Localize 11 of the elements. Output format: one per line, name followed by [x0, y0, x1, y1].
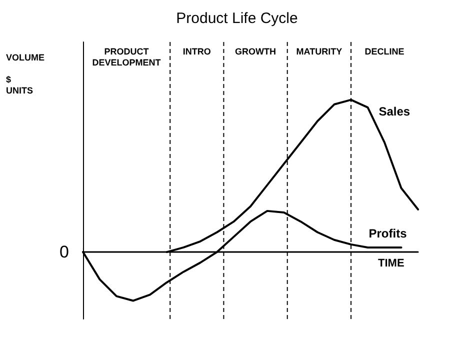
- text: MATURITY: [296, 46, 342, 56]
- chart-title: Product Life Cycle: [176, 10, 298, 27]
- text: 0: [60, 242, 69, 262]
- series-label: Sales: [378, 104, 410, 118]
- series-label: Profits: [368, 226, 408, 240]
- text: VOLUME $ UNITS: [6, 52, 45, 96]
- x-axis-title: TIME: [378, 258, 404, 270]
- text: GROWTH: [235, 46, 276, 56]
- text: INTRO: [182, 46, 211, 56]
- text: PRODUCT DEVELOPMENT: [92, 46, 162, 68]
- text: DECLINE: [364, 46, 404, 56]
